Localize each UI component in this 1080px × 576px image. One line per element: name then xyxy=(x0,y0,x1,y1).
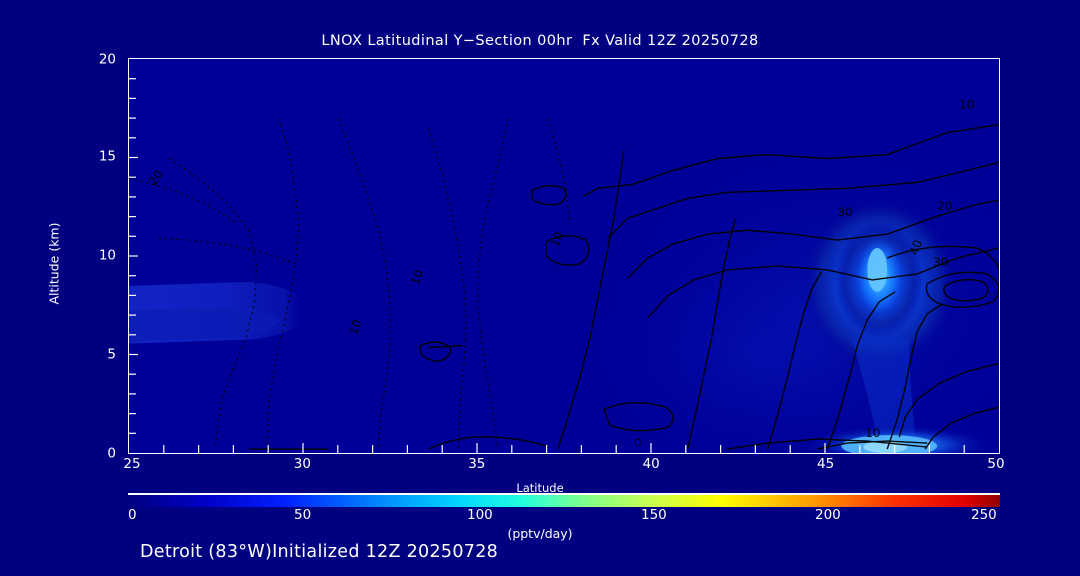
colorbar-units-label: (pptv/day) xyxy=(507,526,573,541)
y-tick-5: 5 xyxy=(107,346,116,363)
x-tick-35: 35 xyxy=(468,456,486,472)
contour-label: 30 xyxy=(933,255,948,269)
y-tick-15: 15 xyxy=(98,148,116,165)
x-tick-25: 25 xyxy=(123,456,141,472)
cbar-tick-150: 150 xyxy=(641,507,667,523)
y-axis-tick-labels: 0 5 10 15 20 xyxy=(78,53,122,460)
colorbar-gradient xyxy=(128,493,1000,507)
y-tick-20: 20 xyxy=(98,51,116,68)
contour-label: 30 xyxy=(837,205,852,219)
station-footer-label: Detroit (83°W)Initialized 12Z 20250728 xyxy=(140,542,499,562)
x-tick-50: 50 xyxy=(987,456,1005,472)
contour-label: 10 xyxy=(865,426,880,440)
x-minor-ticks xyxy=(163,443,965,453)
cbar-tick-0: 0 xyxy=(128,507,137,523)
y-axis-title: Altitude (km) xyxy=(46,222,62,305)
cbar-tick-50: 50 xyxy=(294,507,312,523)
colorbar-tick-labels: 0 50 100 150 200 250 xyxy=(128,507,1000,527)
contour-label: 10 xyxy=(959,98,974,112)
x-tick-40: 40 xyxy=(642,456,660,472)
contour-label: 20 xyxy=(937,199,952,213)
y-tick-0: 0 xyxy=(107,445,116,462)
contour-label: 10 xyxy=(408,268,426,287)
colorbar xyxy=(128,493,1000,507)
cbar-tick-100: 100 xyxy=(467,507,493,523)
x-axis-tick-labels: 25 30 35 40 45 50 xyxy=(123,456,1004,478)
x-tick-45: 45 xyxy=(817,456,835,472)
contour-label: 40 xyxy=(907,238,925,257)
contour-label: 0 xyxy=(634,436,642,450)
cbar-tick-200: 200 xyxy=(815,507,841,523)
plot-area: 20 10 10 10 30 40 10 20 30 10 0 xyxy=(128,58,1000,454)
cbar-tick-250: 250 xyxy=(971,507,997,523)
heatmap-canvas: 20 10 10 10 30 40 10 20 30 10 0 xyxy=(129,59,999,453)
contour-label: 10 xyxy=(346,318,364,337)
x-tick-30: 30 xyxy=(293,456,311,472)
y-minor-ticks xyxy=(129,78,138,434)
contour-label: 10 xyxy=(548,230,567,249)
x-axis-title: Latitude xyxy=(516,481,564,495)
page-title: LNOX Latitudinal Y−Section 00hr Fx Valid… xyxy=(321,33,759,49)
y-tick-10: 10 xyxy=(98,247,116,264)
